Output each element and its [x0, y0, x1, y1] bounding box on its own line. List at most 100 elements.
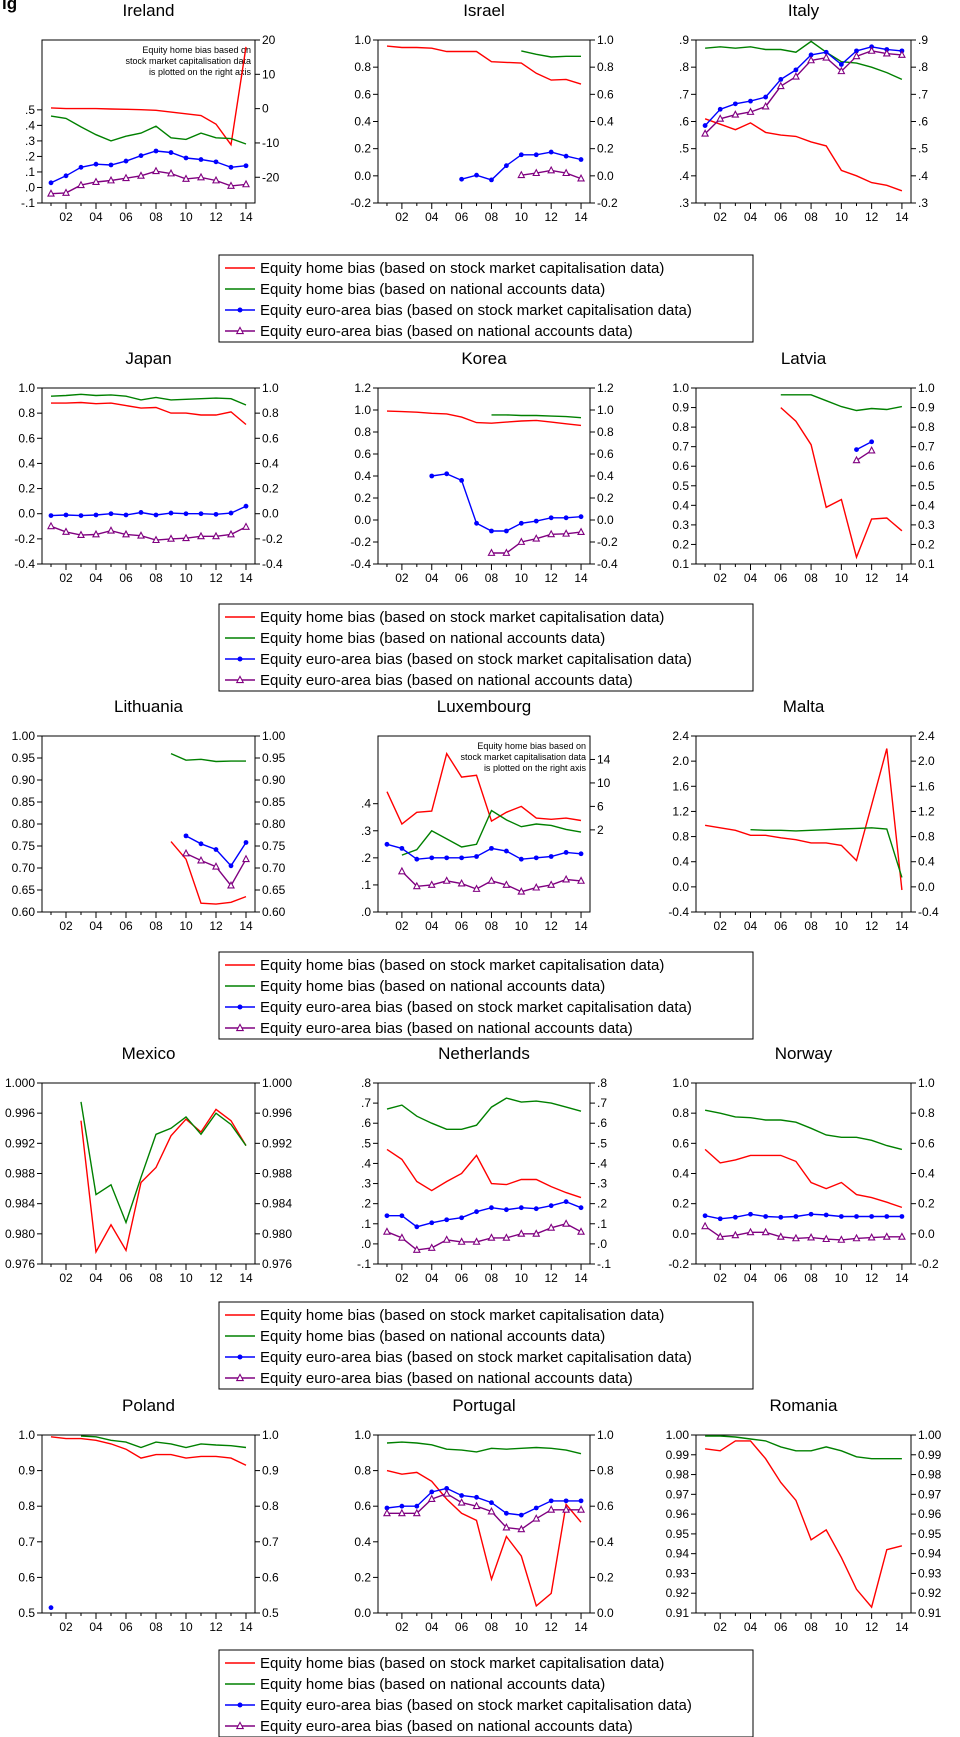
data-point — [517, 537, 526, 545]
data-point — [397, 1508, 406, 1517]
x-tick-label: 08 — [485, 1620, 499, 1634]
data-point — [776, 81, 785, 90]
y-tick-label: 0.0 — [672, 1227, 689, 1241]
plot-frame — [41, 387, 256, 565]
data-point — [153, 148, 159, 154]
data-point — [547, 1223, 556, 1231]
x-tick-label: 14 — [895, 1620, 909, 1634]
data-point — [823, 1212, 829, 1218]
legend-marker — [237, 1702, 243, 1708]
data-point — [897, 50, 906, 58]
y-tick-right-label: 0.3 — [918, 518, 935, 532]
chart-title: Ireland — [123, 1, 175, 20]
series-line-home_stock — [704, 1148, 903, 1209]
data-point — [182, 848, 190, 857]
data-point — [869, 1214, 875, 1219]
data-point — [518, 152, 524, 158]
series-line-home_na — [491, 414, 582, 419]
chart-panel-poland: Poland 02 04 06 08 10 12 14 1.0 0.9 0.8 0.7 0.6 0.5 1.… — [18, 1396, 279, 1634]
data-point — [198, 157, 204, 162]
series-line-home_na — [780, 394, 903, 412]
y-tick-label: 1.0 — [354, 403, 371, 417]
x-tick-label: 10 — [515, 1620, 529, 1634]
x-tick-label: 14 — [574, 919, 588, 933]
chart-panel-latvia: Latvia 02 04 06 08 10 12 14 1.0 0.9 0.8 0.7 0.6 0.5 0.… — [672, 349, 935, 585]
x-tick-label: 14 — [895, 919, 909, 933]
chart-panel-luxembourg: Luxembourg 02 04 06 08 10 12 14 .4 .3 .2 .1 .0 14 10 6 2… — [361, 697, 611, 933]
data-point — [459, 1493, 465, 1498]
y-tick-right-label: .6 — [918, 115, 928, 129]
y-tick-right-label: 0.96 — [918, 1507, 942, 1521]
y-tick-label: -.1 — [357, 1257, 371, 1271]
data-point — [547, 880, 556, 888]
y-tick-label: 0.6 — [354, 447, 371, 461]
legend-marker — [235, 1023, 245, 1032]
y-tick-right-label: -0.2 — [262, 532, 283, 546]
y-tick-right-label: 1.00 — [262, 729, 286, 743]
data-point — [807, 55, 816, 64]
x-tick-label: 12 — [209, 571, 223, 585]
data-point — [489, 1205, 494, 1211]
data-point — [399, 1213, 405, 1219]
data-point — [548, 1498, 554, 1504]
y-tick-label: 0.8 — [672, 1106, 689, 1120]
data-point — [107, 526, 115, 534]
data-point — [761, 101, 770, 110]
y-tick-right-label: 0.6 — [597, 447, 614, 461]
data-point — [748, 1211, 753, 1217]
y-tick-right-label: 0.9 — [918, 401, 935, 415]
y-tick-label: .3 — [25, 134, 35, 148]
y-tick-label: .1 — [361, 1217, 371, 1231]
data-point — [77, 530, 85, 539]
data-point — [444, 855, 450, 861]
annotation-line: is plotted on the right axis — [484, 763, 587, 773]
data-point — [457, 1498, 466, 1506]
x-tick-label: 02 — [714, 210, 728, 224]
x-tick-label: 06 — [455, 1620, 469, 1634]
series-line-euro_na — [50, 525, 247, 541]
data-point — [776, 1232, 785, 1240]
data-point — [138, 153, 144, 159]
y-tick-label: .3 — [679, 196, 689, 210]
y-tick-label: .4 — [361, 797, 371, 811]
x-tick-label: 14 — [239, 919, 253, 933]
y-tick-label: 0.4 — [672, 855, 689, 869]
x-tick-label: 04 — [425, 1620, 439, 1634]
data-point — [414, 1224, 420, 1230]
y-tick-label: 0.980 — [5, 1227, 35, 1241]
data-point — [533, 855, 539, 861]
data-point — [152, 535, 160, 544]
y-tick-right-label: -0.2 — [597, 535, 618, 549]
y-tick-label: -0.4 — [350, 557, 371, 571]
x-tick-label: 14 — [574, 571, 588, 585]
y-tick-right-label: 0.4 — [918, 855, 935, 869]
y-tick-right-label: -0.4 — [262, 557, 283, 571]
legend: Equity home bias (based on stock market … — [218, 951, 754, 1040]
data-point — [867, 1233, 876, 1241]
y-tick-right-label: 0.94 — [918, 1547, 942, 1561]
data-point — [227, 881, 235, 889]
x-tick-label: 08 — [804, 919, 818, 933]
y-tick-label: 1.2 — [672, 804, 689, 818]
data-point — [563, 850, 569, 855]
y-tick-label: .4 — [25, 118, 35, 132]
data-point — [577, 173, 586, 182]
data-point — [167, 534, 175, 542]
y-tick-label: 0.75 — [12, 839, 36, 853]
legend-marker — [237, 656, 243, 662]
y-tick-right-label: 0.9 — [262, 1464, 279, 1478]
data-point — [503, 1207, 509, 1213]
data-point — [547, 1505, 556, 1513]
legend-label: Equity home bias (based on stock market … — [260, 260, 664, 277]
x-tick-label: 04 — [744, 1620, 758, 1634]
data-point — [93, 512, 99, 518]
data-point — [228, 510, 234, 516]
chart-panel-netherlands: Netherlands 02 04 06 08 10 12 14 .8 .7 .6 .5 .4 .3 .2.… — [357, 1044, 611, 1285]
data-point — [716, 1232, 725, 1240]
x-tick-label: 04 — [425, 571, 439, 585]
y-tick-right-label: 0.8 — [597, 425, 614, 439]
x-tick-label: 02 — [59, 919, 73, 933]
data-point — [123, 512, 129, 518]
data-point — [92, 529, 100, 538]
data-point — [442, 1235, 451, 1243]
